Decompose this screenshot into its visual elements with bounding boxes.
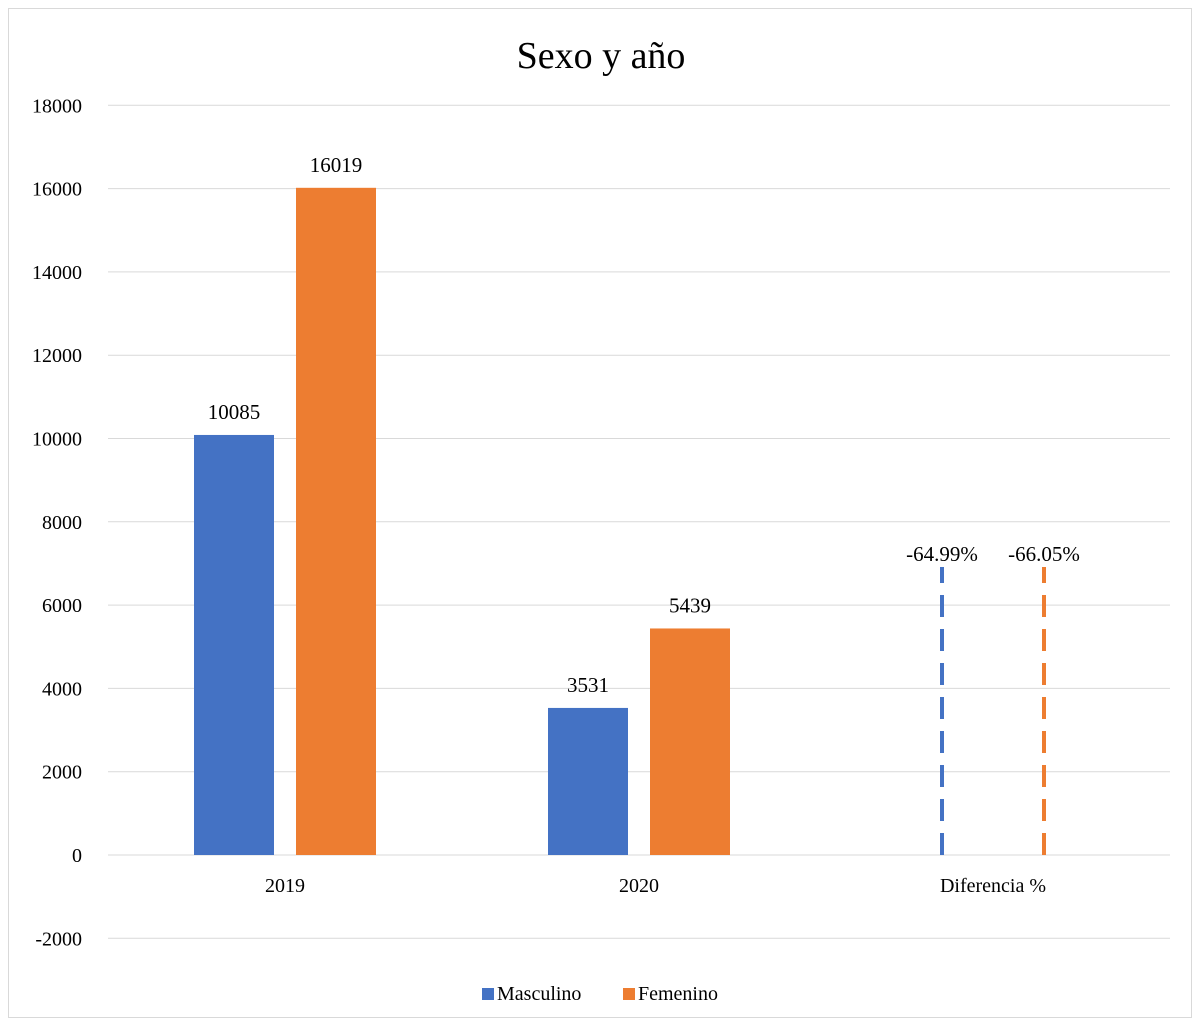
- x-axis-ticks: 2019 2020 Diferencia %: [265, 875, 1046, 897]
- y-tick-label: 16000: [32, 179, 82, 201]
- legend-swatch-femenino: [623, 988, 635, 1000]
- legend-swatch-masculino: [482, 988, 494, 1000]
- x-tick-label: Diferencia %: [940, 875, 1046, 897]
- y-tick-label: 2000: [42, 762, 82, 784]
- chart-title: Sexo y año: [517, 35, 686, 77]
- legend-label-masculino: Masculino: [497, 983, 581, 1005]
- y-tick-label: 8000: [42, 512, 82, 534]
- y-axis-ticks: 18000 16000 14000 12000 10000 8000 6000 4000 200…: [32, 95, 82, 950]
- y-tick-label: 0: [72, 845, 82, 867]
- bars: 10085 16019 3531 5439 -64.99% -66.05%: [194, 153, 1080, 855]
- bar-masculino-2019: [194, 434, 274, 855]
- y-tick-label: -2000: [35, 928, 82, 950]
- legend-label-femenino: Femenino: [638, 983, 718, 1005]
- legend: Masculino Femenino: [482, 983, 718, 1005]
- data-label: 5439: [669, 593, 711, 617]
- y-tick-label: 14000: [32, 262, 82, 284]
- y-tick-label: 4000: [42, 678, 82, 700]
- y-tick-label: 12000: [32, 345, 82, 367]
- data-label: 10085: [208, 400, 261, 424]
- y-tick-label: 10000: [32, 429, 82, 451]
- y-tick-label: 18000: [32, 95, 82, 117]
- bar-masculino-2020: [548, 707, 628, 855]
- data-label: -64.99%: [906, 542, 978, 566]
- data-label: 3531: [567, 673, 609, 697]
- y-tick-label: 6000: [42, 595, 82, 617]
- bar-femenino-2020: [650, 628, 730, 855]
- gridlines: [108, 104, 1170, 939]
- x-tick-label: 2019: [265, 875, 305, 897]
- x-tick-label: 2020: [619, 875, 659, 897]
- bar-femenino-2019: [296, 187, 376, 855]
- data-label: -66.05%: [1008, 542, 1080, 566]
- data-label: 16019: [310, 153, 363, 177]
